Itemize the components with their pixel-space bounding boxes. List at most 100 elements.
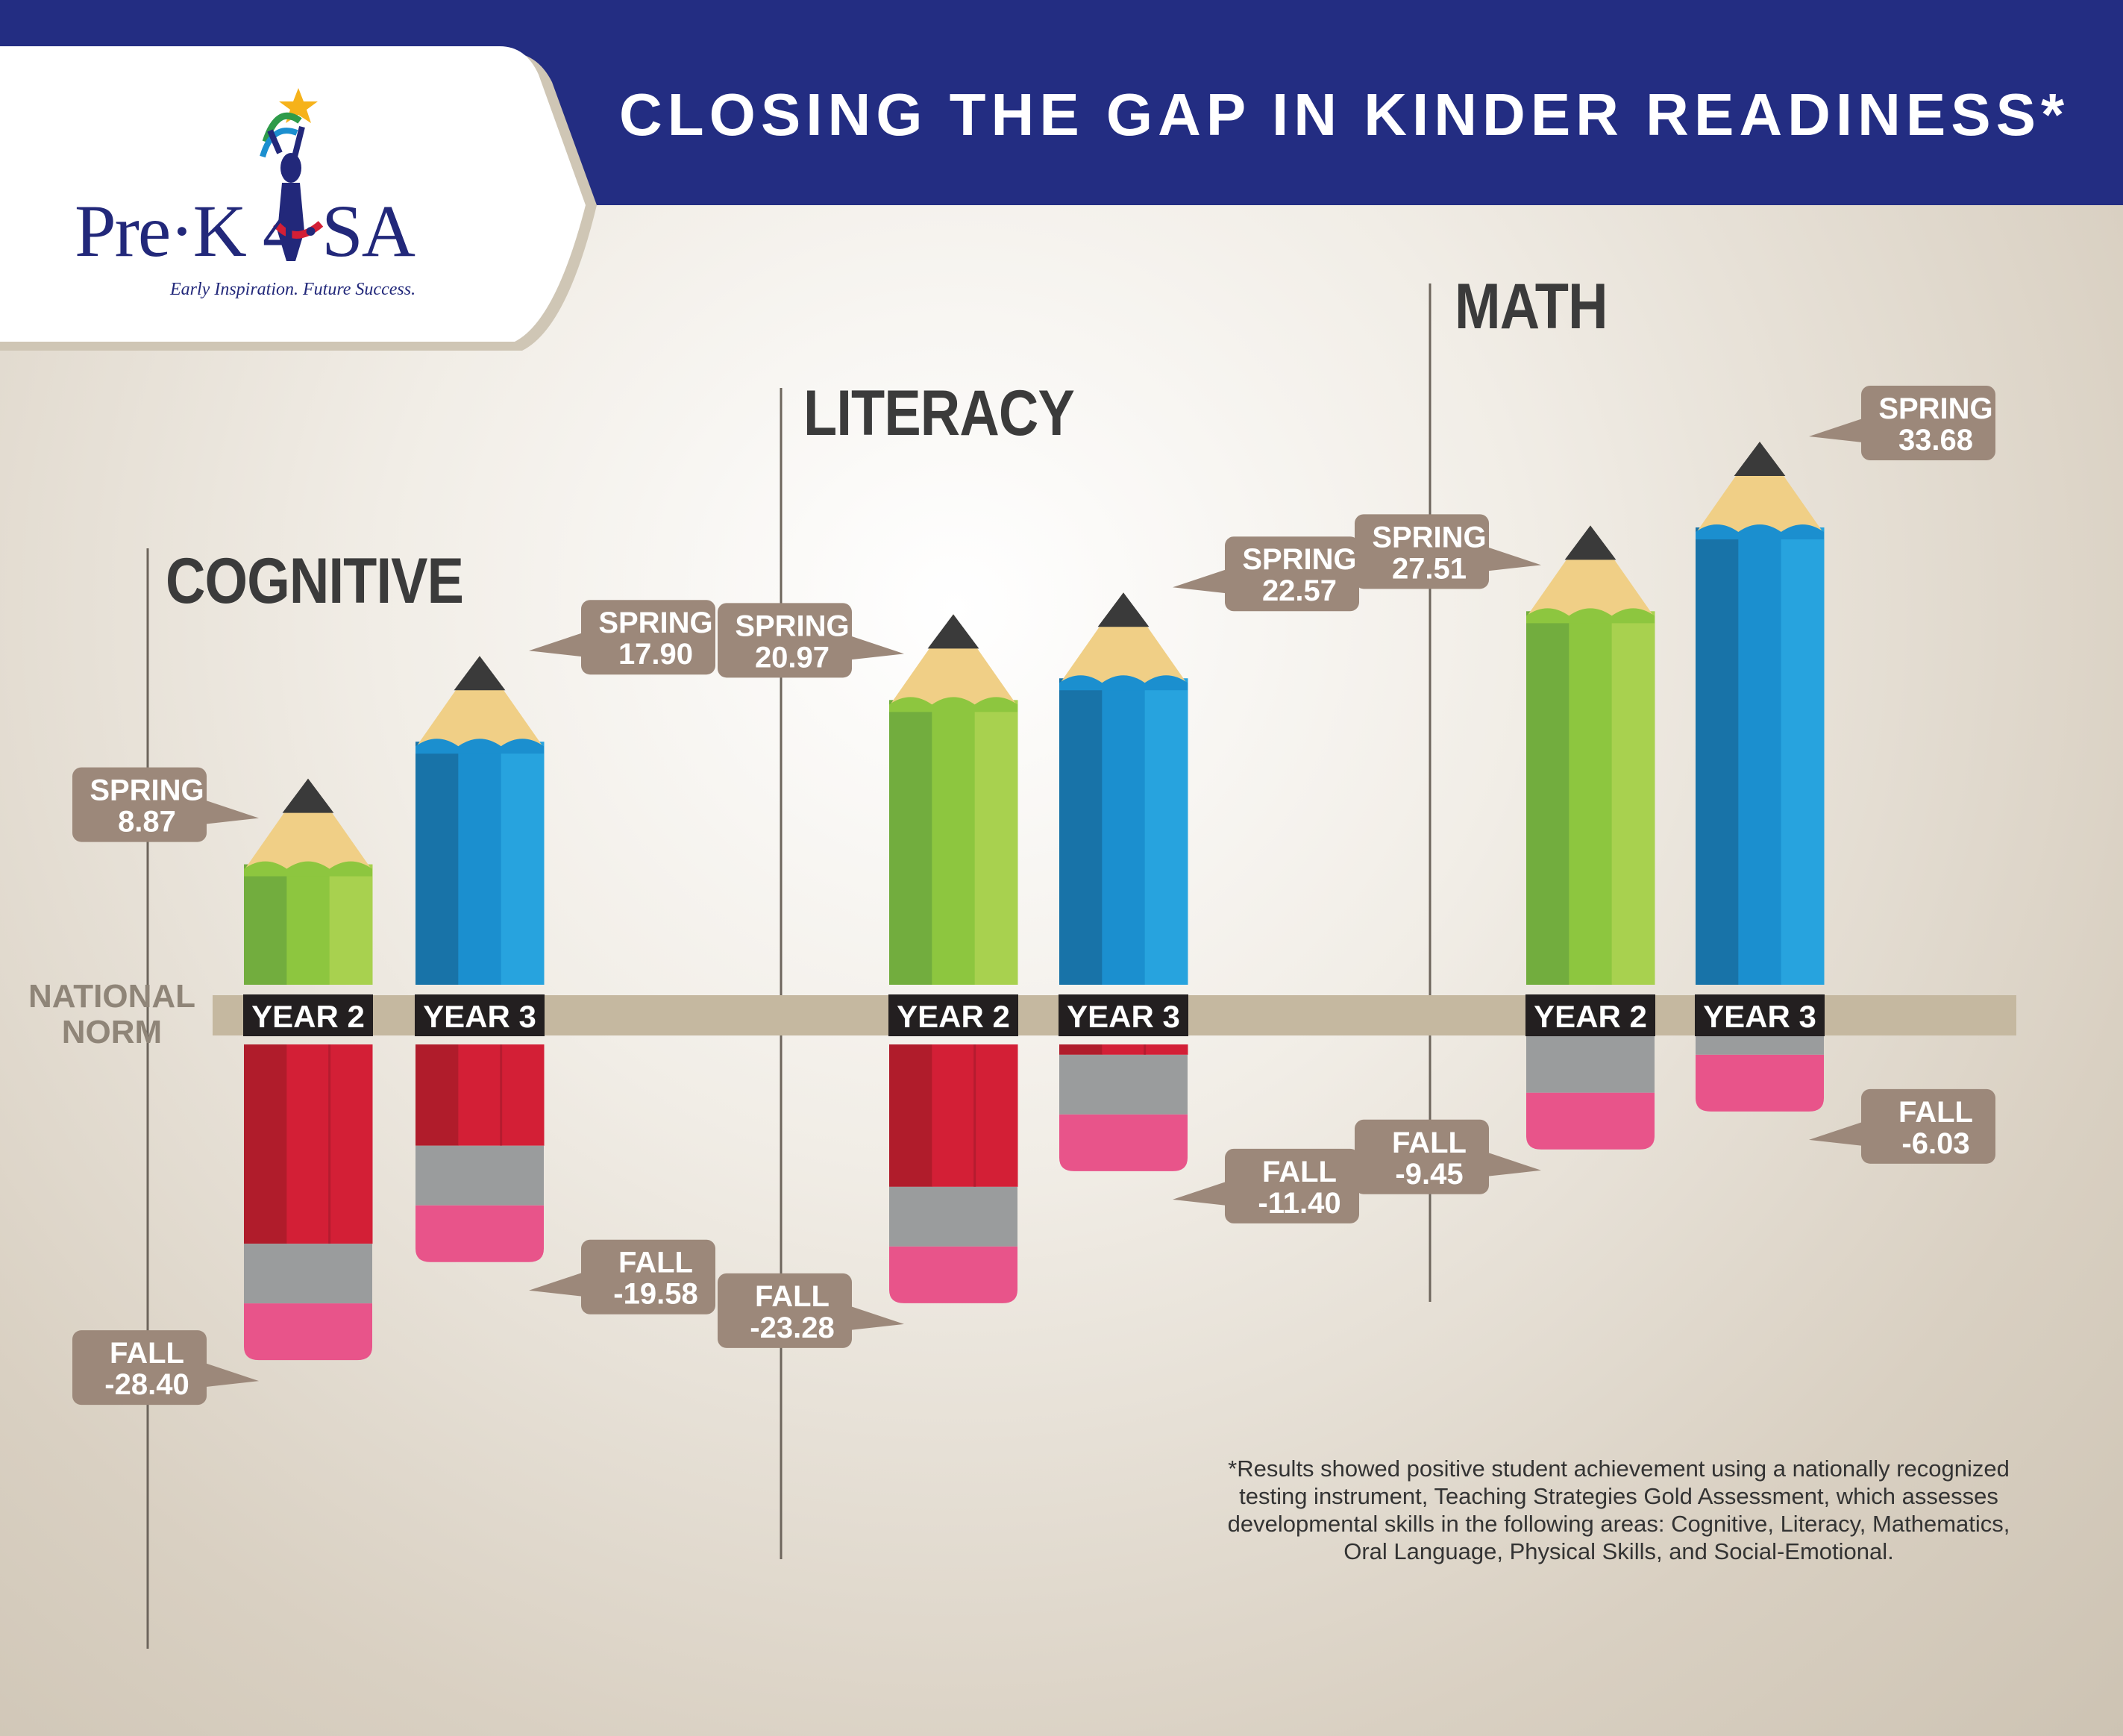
cognitive-year2-spring-callout-box: [72, 767, 207, 842]
cognitive-year2-fall-bar: [329, 1044, 373, 1244]
literacy-year3-fall-callout: FALL-11.40: [1173, 1148, 1359, 1223]
logo-figure-icon: [260, 88, 324, 261]
cognitive-year3-spring-callout-box: [581, 600, 715, 675]
math-year2-fall-ferrule: [1526, 1032, 1655, 1093]
cognitive-year3-fall-bar: [458, 1044, 502, 1146]
math-year2-fall-callout-label: FALL: [1392, 1126, 1467, 1159]
logo-wordmark: Pre·K 4·SA: [75, 189, 415, 272]
cognitive-title: COGNITIVE: [166, 545, 464, 617]
literacy-year3-fall-eraser: [1059, 1114, 1188, 1171]
logo-tagline: Early Inspiration. Future Success.: [170, 280, 416, 299]
cognitive-year3-spring-bar: [458, 742, 502, 985]
literacy-year2-spring-callout-pointer: [850, 636, 904, 660]
cognitive-year2-spring-bar: [286, 864, 330, 985]
math-year3-fall-callout: FALL-6.03: [1809, 1088, 1995, 1164]
literacy-year2-spring-scallop: [889, 697, 1017, 712]
math-year2-fall-callout-box: [1355, 1119, 1489, 1194]
literacy-year3-year-tag-bg: [1059, 994, 1188, 1036]
cognitive-year3-spring-callout-pointer: [529, 633, 583, 657]
cognitive-year3-spring-bar: [415, 742, 459, 985]
math-year2-spring-callout-pointer: [1487, 547, 1541, 571]
cognitive-year3-fall-callout-label: FALL: [618, 1247, 693, 1279]
math-year2-fall-callout-pointer: [1487, 1152, 1541, 1176]
literacy-year2-fall-ferrule: [889, 1186, 1017, 1247]
math-year3-spring-callout-box: [1861, 386, 1995, 461]
literacy-year2-fall-callout-value: -23.28: [750, 1312, 834, 1344]
math-year2-fall-eraser: [1526, 1092, 1655, 1150]
literacy-year3-spring-callout-box: [1225, 536, 1359, 612]
literacy-year2-spring-bar: [889, 700, 932, 985]
literacy-year3-spring-bar: [1059, 678, 1103, 985]
cognitive-year2-spring-scallop: [244, 861, 372, 877]
cognitive-year2-spring-bar: [329, 864, 373, 985]
math-year2-spring-scallop: [1526, 608, 1655, 624]
math-year3-spring-wood: [1696, 442, 1824, 534]
literacy-year2-fall-eraser: [889, 1246, 1017, 1303]
literacy-year3-fall-callout-value: -11.40: [1258, 1187, 1340, 1220]
literacy-year2-spring-callout-value: 20.97: [755, 641, 830, 674]
cognitive-year2-fall-bar: [244, 1044, 287, 1244]
cognitive-year3-fall-callout: FALL-19.58: [529, 1239, 715, 1314]
literacy-year2-fall-callout-pointer: [850, 1306, 904, 1330]
literacy-year2-spring-bar: [932, 700, 976, 985]
cognitive-year3-fall-bar: [415, 1044, 459, 1146]
cognitive-year2-spring-lead: [282, 778, 334, 813]
literacy-year2-spring-wood: [889, 614, 1017, 706]
cognitive-year2-spring-callout-pointer: [205, 800, 259, 824]
cognitive-year2-fall-bar: [286, 1044, 330, 1244]
cognitive-year2-fall-callout-box: [72, 1330, 207, 1406]
literacy-year3-fall-callout-label: FALL: [1262, 1156, 1337, 1188]
math-year2-fall-callout: FALL-9.45: [1355, 1119, 1541, 1194]
literacy-year3-fall-callout-box: [1225, 1148, 1359, 1223]
literacy-year2-spring-callout-box: [718, 603, 852, 678]
literacy-year3-spring-callout-label: SPRING: [1242, 543, 1356, 576]
cognitive-year3-spring-bar: [501, 742, 545, 985]
cognitive-year3-fall-ferrule: [415, 1145, 544, 1206]
math-year2-spring-lead: [1564, 525, 1616, 560]
cognitive-year3-spring-callout-label: SPRING: [598, 607, 712, 639]
cognitive-year2-spring-callout-label: SPRING: [90, 774, 204, 807]
cognitive-year3-fall-bar: [501, 1044, 545, 1146]
literacy-year2-fall-bar: [932, 1044, 976, 1187]
cognitive-year2-spring-callout-value: 8.87: [118, 806, 176, 839]
math-year2-spring-callout-value: 27.51: [1392, 552, 1467, 585]
cognitive-year2-year-tag: YEAR 2: [251, 999, 365, 1034]
math-year2-year-tag-bg: [1525, 994, 1655, 1036]
math-year2-spring-bar: [1611, 611, 1655, 985]
literacy-year3-fall-bar: [1144, 1044, 1188, 1055]
cognitive-year3-fall-callout-pointer: [529, 1272, 583, 1297]
literacy-title: LITERACY: [803, 377, 1075, 449]
math-year3-spring-lead: [1734, 442, 1786, 477]
cognitive-year3-year-tag-bg: [415, 994, 545, 1036]
math-title: MATH: [1455, 271, 1608, 342]
literacy-year2-fall-callout-box: [718, 1273, 852, 1348]
literacy-year3-fall-bar: [1059, 1044, 1103, 1055]
literacy-year2-fall-callout: FALL-23.28: [718, 1273, 904, 1348]
cognitive-year3-spring-lead: [454, 656, 506, 691]
cognitive-year3-fall-callout-box: [581, 1239, 715, 1314]
math-year3-spring-scallop: [1696, 524, 1824, 540]
literacy-year2-year-tag-bg: [888, 994, 1018, 1036]
literacy-year3-spring-scallop: [1059, 675, 1188, 691]
literacy-year2-spring-callout-label: SPRING: [735, 610, 849, 642]
cognitive-year2-fall-ferrule: [244, 1244, 372, 1304]
cognitive-year2-fall-callout-value: -28.40: [104, 1368, 189, 1401]
math-year3-fall-eraser: [1696, 1054, 1824, 1112]
literacy-year3-spring-callout-pointer: [1173, 569, 1226, 594]
math-year2-spring-bar: [1526, 611, 1569, 985]
math-year2-year-tag: YEAR 2: [1534, 999, 1647, 1034]
literacy-year3-spring-lead: [1097, 592, 1150, 627]
literacy-year3-spring-bar: [1102, 678, 1146, 985]
math-year3-fall-callout-label: FALL: [1898, 1096, 1973, 1129]
cognitive-year2-fall-callout-pointer: [205, 1363, 259, 1388]
math-year3-fall-callout-box: [1861, 1088, 1995, 1164]
math-year3-spring-bar: [1781, 527, 1825, 985]
cognitive-year2-fall-eraser: [244, 1303, 372, 1361]
math-year3-fall-callout-value: -6.03: [1901, 1127, 1969, 1160]
math-year2-spring-bar: [1569, 611, 1613, 985]
